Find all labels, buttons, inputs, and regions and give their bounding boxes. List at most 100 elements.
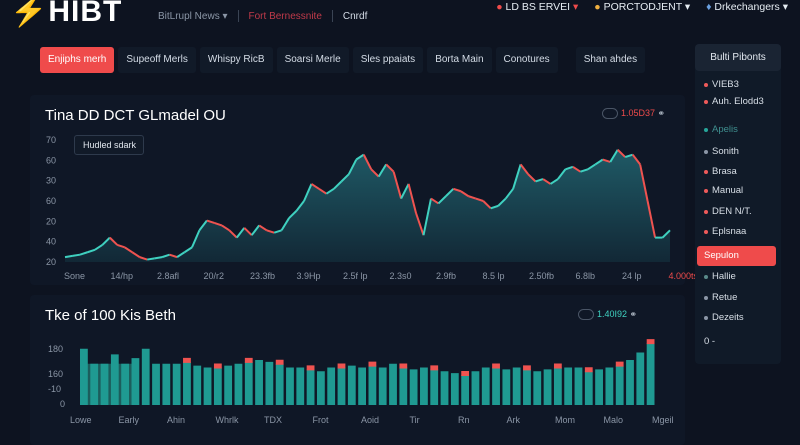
x-tick-label: 2.5f lp [343, 271, 368, 281]
candle-up [594, 158, 604, 166]
candle-up [609, 149, 619, 163]
volume-bar [224, 365, 233, 405]
volume-bar-highlight [492, 363, 500, 369]
x-tick-label: Whrlk [216, 415, 239, 425]
volume-bar [523, 369, 531, 405]
tab-7[interactable]: Shan ahdes [575, 47, 646, 73]
sidebar-item[interactable]: Sonith [704, 146, 739, 158]
sidebar-item[interactable]: Manual [704, 185, 743, 197]
sidebar-item[interactable]: Hallie [704, 271, 736, 283]
sidebar-item-label: Brasa [712, 166, 737, 177]
tab-3[interactable]: Soarsi Merle [276, 47, 349, 73]
volume-bar [543, 369, 552, 405]
y-tick-label: 70 [46, 135, 56, 145]
top-nav: BitLrupl News ▾ Fort Bernessnite Cnrdf [158, 10, 367, 22]
nav-link-label: BitLrupl News [158, 10, 220, 22]
logo-bolt-icon: ⚡ [10, 0, 49, 28]
candle-up [183, 246, 193, 254]
sidebar-item[interactable]: Retue [704, 292, 737, 304]
sidebar-item[interactable]: Auh. Elodd3 [704, 96, 764, 108]
tab-0[interactable]: Enjiphs merh [40, 47, 115, 73]
nav-link-2[interactable]: Fort Bernessnite [248, 10, 322, 22]
tab-2[interactable]: Whispy RicB [199, 47, 273, 73]
candle-down [468, 195, 477, 200]
volume-bar-highlight [244, 357, 253, 363]
sidebar-item-label: VIEB3 [712, 79, 739, 90]
candle-up [303, 183, 313, 202]
candle-up [565, 165, 574, 171]
tab-5[interactable]: Borta Main [427, 47, 492, 73]
candle-down [430, 197, 440, 205]
candle-up [490, 204, 499, 210]
volume-bar [255, 360, 263, 405]
tab-4[interactable]: Sles ppaiats [352, 47, 424, 73]
candle-down [572, 166, 581, 173]
legend-box[interactable]: Hudled sdark [74, 135, 144, 155]
y-tick-label: 60 [46, 155, 56, 165]
volume-bar [358, 367, 366, 405]
candle-up [94, 244, 103, 251]
candle-down [460, 190, 469, 197]
candle-up [288, 210, 298, 219]
candle-up [445, 188, 455, 197]
sidebar-header-button[interactable]: Bulti Pibonts [695, 44, 781, 71]
volume-bar [265, 361, 274, 405]
candle-down [258, 224, 268, 232]
sidebar-item[interactable]: Eplsnaa [704, 226, 746, 238]
volume-bar-highlight [646, 339, 655, 345]
link-icon[interactable]: ⚭ [657, 108, 666, 118]
candle-down [617, 149, 626, 158]
y-tick-label: -10 [48, 384, 61, 394]
nav-link-news[interactable]: BitLrupl News ▾ [158, 10, 228, 22]
volume-value: 1.40I92 [596, 309, 627, 319]
sidebar-item[interactable]: 0 - [704, 336, 715, 348]
sidebar-item-selected[interactable]: Sepulon [697, 246, 776, 266]
volume-bar-highlight [399, 363, 408, 369]
sidebar-item[interactable]: DEN N/T. [704, 206, 752, 218]
status-dot-icon [704, 316, 708, 320]
y-tick-label: 180 [48, 344, 63, 354]
sidebar-item[interactable]: VIEB3 [704, 79, 739, 91]
status-dot-icon [704, 170, 708, 174]
sidebar-item-label: 0 - [704, 336, 716, 347]
y-tick-label: 40 [46, 237, 56, 247]
x-tick-label: 24 lp [622, 271, 642, 281]
candle-down [206, 219, 215, 224]
sidebar-item[interactable]: Brasa [704, 166, 737, 178]
status-dot-icon [704, 210, 708, 214]
exchanges-dropdown[interactable]: ♦ Drkechangers ▾ [706, 1, 788, 13]
candle-up [557, 168, 567, 180]
volume-bar-highlight [584, 367, 593, 373]
tab-1[interactable]: Supeoff Merls [118, 47, 196, 73]
candle-down [214, 222, 223, 227]
volume-bar [152, 363, 160, 405]
candle-up [549, 178, 559, 185]
volume-bar-highlight [430, 365, 439, 371]
volume-bar [234, 363, 243, 405]
volume-bar-highlight [337, 363, 346, 369]
portfolio-dropdown[interactable]: ● PORCTODJENT ▾ [594, 1, 690, 13]
sidebar-item[interactable]: Apelis [704, 124, 738, 136]
tab-6[interactable]: Conotures [495, 47, 558, 73]
volume-bar [90, 363, 99, 405]
candle-down [482, 200, 492, 210]
region-dropdown[interactable]: ● LD BS ERVEI ▾ [496, 1, 578, 13]
x-tick-label: Lowe [70, 415, 92, 425]
y-tick-label: 20 [46, 216, 56, 226]
logo[interactable]: ⚡HIBT [10, 0, 122, 29]
price-readout: 1.05D37 ⚭ [602, 108, 665, 119]
status-dot-icon [704, 128, 708, 132]
nav-link-3[interactable]: Cnrdf [342, 10, 368, 22]
candle-down [646, 200, 657, 238]
y-tick-label: 160 [48, 369, 63, 379]
volume-bar [183, 361, 191, 405]
candle-up [347, 159, 358, 175]
candle-up [400, 183, 410, 200]
volume-bar-highlight [368, 361, 377, 367]
sidebar-item[interactable]: Dezeits [704, 312, 744, 324]
volume-bar-highlight [183, 357, 191, 363]
candle-down [475, 197, 484, 202]
volume-bar [244, 361, 253, 405]
x-tick-label: Sone [64, 271, 85, 281]
link-icon[interactable]: ⚭ [629, 309, 638, 319]
